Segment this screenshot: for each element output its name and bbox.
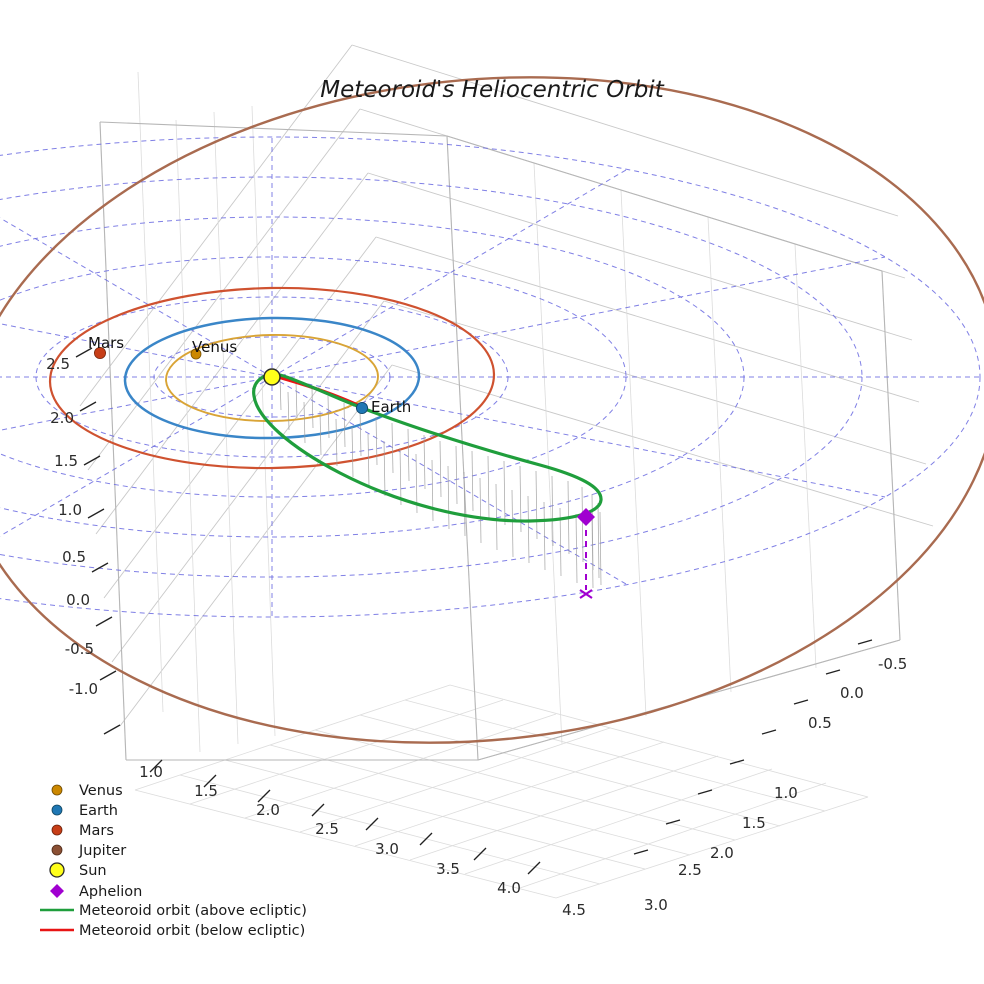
legend-diamond-icon-aphelion (50, 884, 64, 898)
x-axis: 1.0 1.5 2.0 2.5 3.0 3.5 4.0 4.5 (139, 759, 586, 919)
z-axis: 2.5 2.0 1.5 1.0 0.5 0.0 -0.5 -1.0 (46, 347, 121, 735)
marker-sun[interactable] (263, 368, 281, 386)
x-tick-3: 2.5 (315, 820, 339, 838)
aphelion-marker-group (577, 508, 595, 599)
label-mars: Mars (88, 334, 124, 352)
marker-mars[interactable] (94, 346, 107, 359)
body-markers (94, 346, 369, 415)
y-tick-1: 0.0 (840, 684, 864, 702)
ecliptic-polar-grid (0, 136, 981, 618)
y-tick-7: 3.0 (644, 896, 668, 914)
legend-dot-icon-mars (51, 824, 63, 836)
venus-orbit (165, 334, 379, 422)
x-tick-2: 2.0 (256, 801, 280, 819)
label-earth: Earth (371, 398, 411, 416)
x-tick-6: 4.0 (497, 879, 521, 897)
marker-venus[interactable] (190, 348, 202, 360)
legend-label-jupiter[interactable]: Jupiter (78, 843, 126, 859)
x-tick-7: 4.5 (562, 901, 586, 919)
body-labels: Mars Venus Earth (88, 334, 411, 416)
y-tick-4: 1.5 (742, 814, 766, 832)
z-tick-0: 2.5 (46, 355, 70, 373)
legend-label-mars[interactable]: Mars (79, 823, 114, 839)
legend-label-below-ecliptic[interactable]: Meteoroid orbit (below ecliptic) (79, 923, 305, 939)
legend-dot-icon-jupiter (51, 844, 63, 856)
legend-label-aphelion[interactable]: Aphelion (79, 884, 142, 900)
z-tick-7: -1.0 (69, 680, 98, 698)
z-tick-6: -0.5 (65, 640, 94, 658)
y-tick-0: -0.5 (878, 655, 907, 673)
marker-earth[interactable] (355, 401, 369, 415)
z-tick-3: 1.0 (58, 501, 82, 519)
y-tick-2: 0.5 (808, 714, 832, 732)
earth-orbit (123, 316, 421, 440)
legend-label-above-ecliptic[interactable]: Meteoroid orbit (above ecliptic) (79, 903, 307, 919)
z-tick-2: 1.5 (54, 452, 78, 470)
legend: Venus Earth Mars Jupiter Sun Aphelion Me… (40, 783, 307, 939)
label-venus: Venus (192, 338, 237, 356)
x-tick-4: 3.0 (375, 840, 399, 858)
meteoroid-orbit-above-ecliptic (252, 372, 603, 523)
x-tick-1: 1.5 (194, 782, 218, 800)
z-tick-4: 0.5 (62, 548, 86, 566)
x-tick-5: 3.5 (436, 860, 460, 878)
y-tick-5: 2.0 (710, 844, 734, 862)
legend-label-sun[interactable]: Sun (79, 863, 107, 879)
aphelion-projection-x-icon (579, 589, 593, 599)
orbit-drop-stems (279, 376, 602, 589)
legend-label-earth[interactable]: Earth (79, 803, 118, 819)
page-title: Meteoroid's Heliocentric Orbit (320, 77, 664, 103)
legend-dot-icon-earth (51, 804, 63, 816)
legend-dot-icon-venus (51, 784, 63, 796)
mars-orbit (48, 286, 496, 470)
z-tick-1: 2.0 (50, 409, 74, 427)
grid-panes (79, 44, 934, 899)
aphelion-diamond-icon[interactable] (577, 508, 595, 526)
legend-dot-icon-sun (49, 862, 65, 878)
y-axis: -0.5 0.0 0.5 1.0 1.5 2.0 2.5 3.0 (633, 639, 907, 914)
jupiter-orbit (0, 76, 984, 744)
y-tick-6: 2.5 (678, 861, 702, 879)
y-tick-3: 1.0 (774, 784, 798, 802)
legend-label-venus[interactable]: Venus (79, 783, 123, 799)
x-tick-0: 1.0 (139, 763, 163, 781)
z-tick-5: 0.0 (66, 591, 90, 609)
